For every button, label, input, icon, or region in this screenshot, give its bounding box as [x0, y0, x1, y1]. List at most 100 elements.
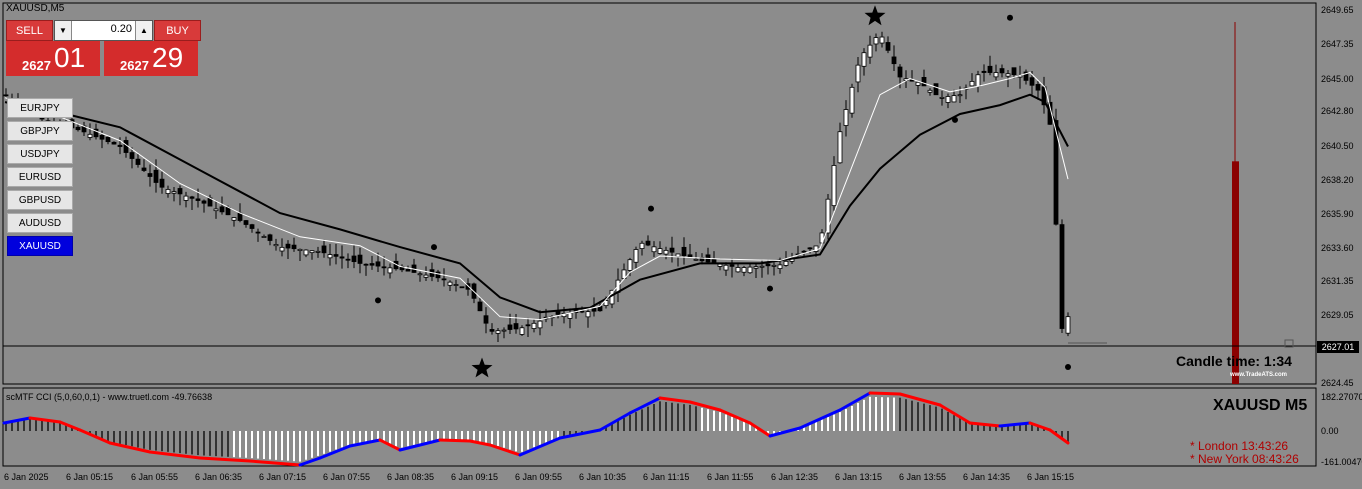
- candle-body: [645, 240, 651, 246]
- candle-body: [693, 258, 699, 261]
- cci-segment: [488, 443, 522, 457]
- candle-body: [417, 273, 423, 276]
- candle-body: [225, 207, 231, 216]
- time-tick-label: 6 Jan 15:15: [1027, 472, 1075, 482]
- star-marker: [471, 357, 493, 378]
- price-tick-label: 2631.35: [1321, 275, 1354, 286]
- sell-button[interactable]: SELL: [6, 20, 53, 41]
- candle-body: [501, 329, 507, 332]
- candle-body: [825, 198, 831, 234]
- fractal-down-dot: [952, 116, 958, 123]
- candle-body: [201, 200, 207, 204]
- candle-body: [507, 324, 513, 330]
- cci-segment: [1028, 421, 1052, 432]
- candle-body: [291, 244, 297, 250]
- candle-body: [525, 324, 531, 327]
- candle-body: [537, 320, 543, 329]
- buy-quote[interactable]: 2627 29: [104, 41, 198, 76]
- candle-body: [3, 94, 9, 97]
- candle-body: [987, 65, 993, 73]
- symbol-button-usdjpy[interactable]: USDJPY: [7, 144, 73, 164]
- candle-body: [723, 264, 729, 271]
- candle-body: [153, 169, 159, 183]
- cci-segment: [298, 456, 322, 467]
- candle-body: [135, 158, 141, 165]
- cci-segment: [898, 392, 942, 407]
- candle-body: [333, 254, 339, 257]
- moving-averages: [4, 71, 1069, 321]
- candle-body: [129, 152, 135, 159]
- newyork-clock: * New York 08:43:26: [1190, 452, 1299, 466]
- candle-body: [315, 250, 321, 253]
- cci-segment: [718, 408, 752, 425]
- candle-body: [639, 242, 645, 249]
- candle-body: [171, 191, 177, 194]
- time-tick-label: 6 Jan 11:15: [643, 472, 690, 482]
- cci-segment: [558, 428, 602, 440]
- symbol-button-gbpusd[interactable]: GBPUSD: [7, 190, 73, 210]
- cci-segment: [938, 403, 972, 425]
- candle-body: [531, 322, 537, 329]
- london-clock: * London 13:43:26: [1190, 439, 1289, 453]
- candle-body: [663, 249, 669, 255]
- candle-body: [513, 323, 519, 330]
- symbol-button-eurjpy[interactable]: EURJPY: [7, 98, 73, 118]
- candle-body: [243, 220, 249, 225]
- lot-size-input[interactable]: ▼ 0.20 ▲: [54, 20, 153, 41]
- candle-body: [195, 198, 201, 201]
- candle-body: [777, 264, 783, 269]
- price-tick-label: 2645.00: [1321, 73, 1354, 84]
- candle-body: [441, 278, 447, 281]
- candle-body: [177, 188, 183, 195]
- candle-body: [375, 261, 381, 267]
- cci-segment: [78, 428, 112, 445]
- candle-body: [285, 243, 291, 249]
- indicator-label: scMTF CCI (5,0,60,0,1) - www.truetl.com …: [6, 392, 213, 402]
- price-tick-label: 2647.35: [1321, 39, 1354, 50]
- lot-increase-icon[interactable]: ▲: [135, 21, 152, 40]
- cci-segment: [1048, 428, 1070, 445]
- time-tick-label: 6 Jan 07:55: [323, 472, 371, 482]
- time-tick-label: 6 Jan 07:15: [259, 472, 307, 482]
- candle-body: [231, 217, 237, 221]
- fractal-down-dot: [375, 297, 381, 304]
- candle-body: [297, 248, 303, 251]
- lot-value[interactable]: 0.20: [110, 23, 132, 35]
- symbol-switcher: EURJPY GBPJPY USDJPY EURUSD GBPUSD AUDUSD XAUU…: [7, 98, 73, 259]
- price-tick-label: 2640.50: [1321, 140, 1354, 151]
- symbol-button-audusd[interactable]: AUDUSD: [7, 213, 73, 233]
- candle-body: [999, 68, 1005, 74]
- time-tick-label: 6 Jan 10:35: [579, 472, 627, 482]
- candle-body: [657, 248, 663, 254]
- candle-body: [981, 70, 987, 73]
- candle-body: [1065, 316, 1071, 334]
- symbol-button-eurusd[interactable]: EURUSD: [7, 167, 73, 187]
- price-tick-label: 2642.80: [1321, 106, 1354, 117]
- buy-button[interactable]: BUY: [154, 20, 201, 41]
- candle-body: [747, 266, 753, 274]
- candle-body: [873, 37, 879, 45]
- symbol-button-xauusd[interactable]: XAUUSD: [7, 236, 73, 256]
- cci-segment: [28, 416, 62, 424]
- candle-body: [339, 256, 345, 259]
- lot-decrease-icon[interactable]: ▼: [55, 21, 72, 40]
- cci-segment: [968, 421, 1002, 428]
- candle-body: [435, 271, 441, 279]
- window-title: XAUUSD,M5: [6, 3, 65, 14]
- candle-body: [213, 208, 219, 212]
- candle-body: [447, 281, 453, 286]
- candle-body: [147, 173, 153, 177]
- candle-body: [489, 329, 495, 332]
- sell-quote[interactable]: 2627 01: [6, 41, 100, 76]
- candle-body: [843, 109, 849, 126]
- cci-segment: [198, 456, 252, 463]
- candle-body: [141, 167, 147, 171]
- candle-body: [357, 254, 363, 264]
- symbol-button-gbpjpy[interactable]: GBPJPY: [7, 121, 73, 141]
- one-click-trading-panel: SELL ▼ 0.20 ▲ BUY 2627 01 2627 29: [6, 20, 201, 76]
- candle-body: [279, 246, 285, 252]
- price-tick-label: 2635.90: [1321, 208, 1354, 219]
- cci-segment: [518, 436, 562, 457]
- candle-body: [423, 274, 429, 278]
